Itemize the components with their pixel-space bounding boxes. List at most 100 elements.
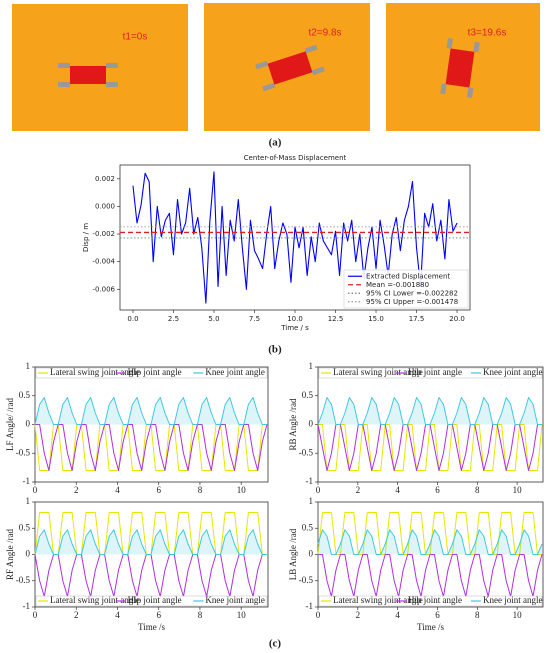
legend-label: Hip joint angle xyxy=(128,367,182,377)
x-tick-label: 2 xyxy=(356,610,361,620)
robot xyxy=(58,63,118,87)
x-tick-label: 5.0 xyxy=(208,315,219,323)
x-tick-label: 4 xyxy=(395,610,400,620)
y-tick-label: 0.5 xyxy=(19,390,31,400)
legend-label: Knee joint angle xyxy=(205,367,264,377)
y-tick-label: -1 xyxy=(306,601,314,611)
legend-label: Extracted Displacement xyxy=(366,272,450,280)
area xyxy=(318,397,543,425)
x-tick-label: 8 xyxy=(475,485,480,495)
y-tick-label: -1 xyxy=(23,601,31,611)
chart: 0.002 0.000 -0.002 -0.004 -0.006 0.0 2.5 5.0 7.5… xyxy=(82,154,471,332)
legend-label: Lateral swing joint angle xyxy=(333,595,423,605)
legend-box xyxy=(35,367,268,379)
y-tick-label: 0 xyxy=(309,419,314,429)
x-tick-label: 6 xyxy=(435,610,440,620)
series-line xyxy=(317,529,543,555)
x-tick-label: 4 xyxy=(395,485,400,495)
robot xyxy=(440,38,480,98)
figure-label: (c) xyxy=(269,638,282,650)
snapshot-time: t2=9.8s xyxy=(308,28,341,39)
x-tick-label: 0 xyxy=(33,485,38,495)
y-tick-label: -1 xyxy=(306,476,314,486)
y-tick-label: 1 xyxy=(309,496,314,506)
y-tick-label: 1 xyxy=(26,361,31,371)
legend-label: Lateral swing joint angle xyxy=(50,367,140,377)
y-tick-label: -0.5 xyxy=(299,575,314,585)
area xyxy=(35,397,267,425)
legend-box xyxy=(343,269,469,309)
x-tick-label: 4 xyxy=(115,485,120,495)
legend-label: 95% CI Upper =-0.001478 xyxy=(366,298,458,306)
x-tick-label: 20.0 xyxy=(449,315,465,323)
x-tick-label: 10 xyxy=(513,485,523,495)
series-line xyxy=(318,554,543,597)
legend-label: Knee joint angle xyxy=(205,595,264,605)
legend-box xyxy=(318,367,543,379)
x-tick-label: 2.5 xyxy=(168,315,179,323)
x-tick-label: 0 xyxy=(316,485,321,495)
y-axis-label: RB Angle /rad xyxy=(288,398,298,450)
legend-label: 95% CI Lower =-0.002282 xyxy=(366,289,458,297)
snapshot-time: t3=19.6s xyxy=(468,28,507,39)
x-axis-label: Time /s xyxy=(417,622,444,632)
x-tick-label: 7.5 xyxy=(249,315,260,323)
x-tick-label: 2 xyxy=(74,485,79,495)
x-tick-label: 10.0 xyxy=(287,315,303,323)
x-tick-label: 17.5 xyxy=(409,315,425,323)
legend-label: Knee joint angle xyxy=(483,367,542,377)
legend-label: Lateral swing joint angle xyxy=(50,595,140,605)
y-tick-label: -0.002 xyxy=(92,230,115,238)
y-tick-label: 0.5 xyxy=(19,522,31,532)
robot xyxy=(255,44,325,92)
area xyxy=(318,529,543,555)
x-tick-label: 6 xyxy=(435,485,440,495)
y-tick-label: 1 xyxy=(26,496,31,506)
x-tick-label: 12.5 xyxy=(328,315,344,323)
legend-label: Lateral swing joint angle xyxy=(333,367,423,377)
x-tick-label: 0.0 xyxy=(127,315,138,323)
y-tick-label: 0.5 xyxy=(302,390,314,400)
y-tick-label: 0.002 xyxy=(95,175,115,183)
y-tick-label: -1 xyxy=(23,476,31,486)
y-tick-label: 0.000 xyxy=(95,202,115,210)
y-tick-label: -0.006 xyxy=(92,285,115,293)
y-tick-label: -0.5 xyxy=(16,575,31,585)
x-tick-label: 2 xyxy=(356,485,361,495)
x-tick-label: 8 xyxy=(198,485,203,495)
y-axis-label: LB Angle /rad xyxy=(288,528,298,580)
legend-label: Hip joint angle xyxy=(408,595,462,605)
legend-label: Knee joint angle xyxy=(483,595,542,605)
series-line xyxy=(317,396,543,425)
x-tick-label: 8 xyxy=(198,610,203,620)
x-tick-label: 6 xyxy=(156,610,161,620)
legend-label: Mean =-0.001880 xyxy=(366,281,429,289)
x-tick-label: 2 xyxy=(74,610,79,620)
x-tick-label: 4 xyxy=(115,610,120,620)
figure-label: (a) xyxy=(269,137,282,149)
area xyxy=(35,529,267,555)
y-axis-label: LF Angle/ /rad xyxy=(5,398,15,451)
legend-box xyxy=(318,595,543,607)
y-axis-label: RF Angle /rad xyxy=(5,529,15,580)
chart-title: Center-of-Mass Displacement xyxy=(244,154,347,162)
x-tick-label: 0 xyxy=(33,610,38,620)
y-tick-label: 0 xyxy=(309,549,314,559)
y-tick-label: 1 xyxy=(309,361,314,371)
y-tick-label: -0.5 xyxy=(299,447,314,457)
x-tick-label: 8 xyxy=(475,610,480,620)
x-tick-label: 10 xyxy=(513,610,523,620)
y-tick-label: 0 xyxy=(26,419,31,429)
legend-label: Hip joint angle xyxy=(128,595,182,605)
legend-box xyxy=(35,595,268,607)
x-tick-label: 10 xyxy=(237,610,247,620)
figure-label: (b) xyxy=(268,344,282,356)
y-tick-label: 0.5 xyxy=(302,522,314,532)
y-tick-label: -0.5 xyxy=(16,447,31,457)
y-axis-label: Disp / m xyxy=(82,223,90,252)
x-axis-label: Time /s xyxy=(138,622,165,632)
